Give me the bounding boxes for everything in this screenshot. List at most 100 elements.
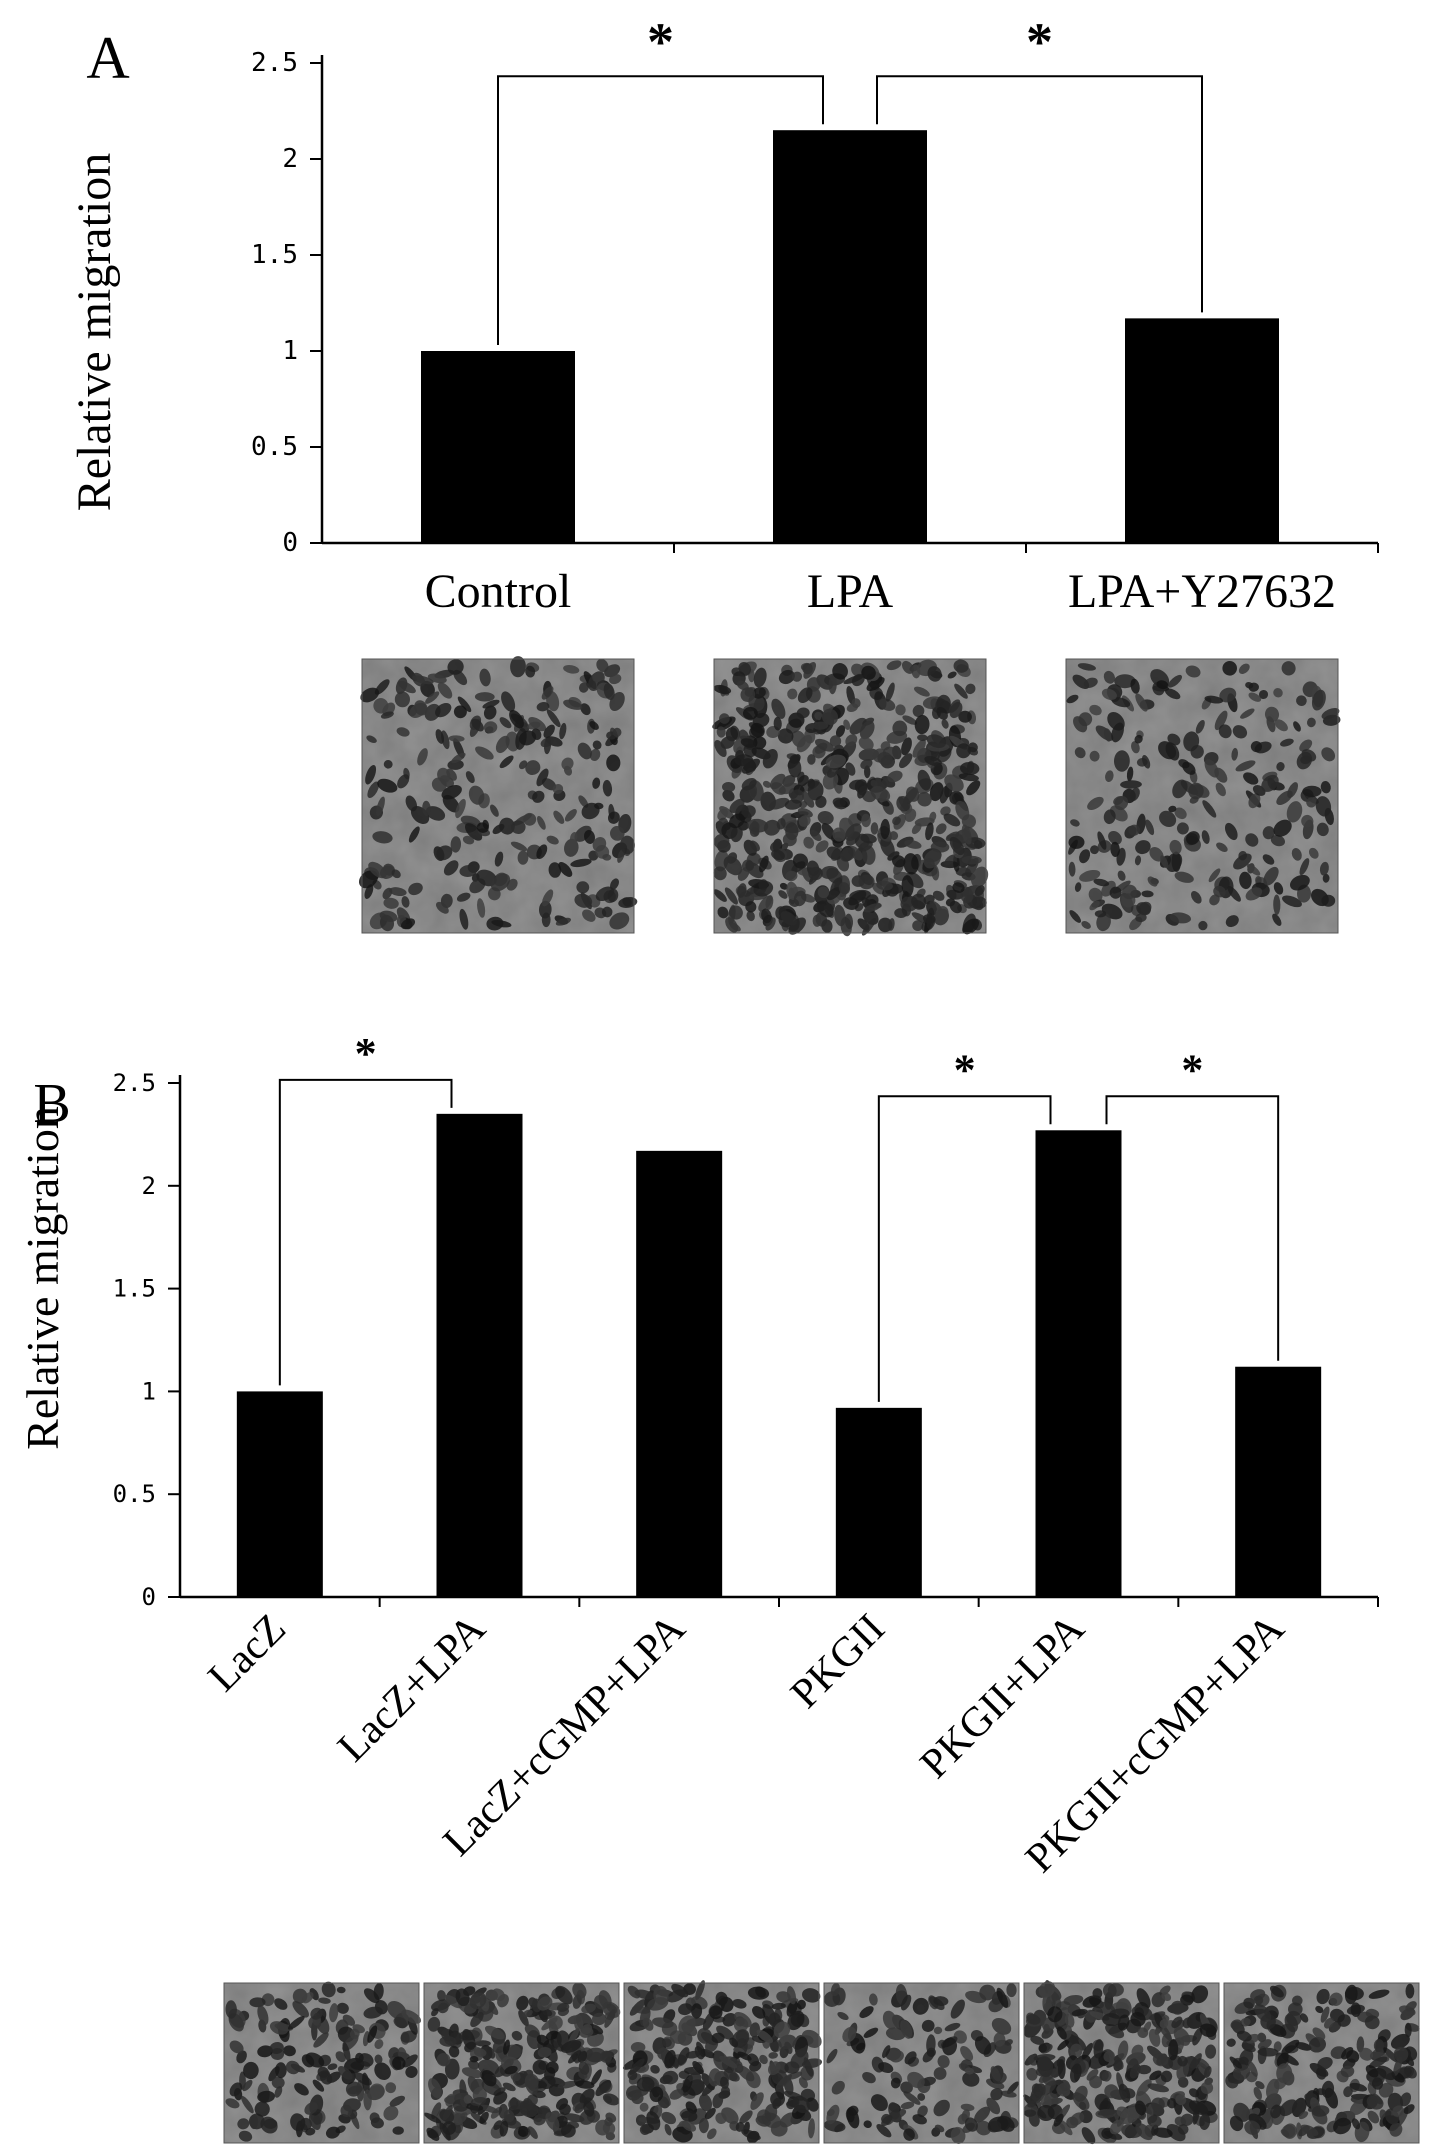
cell	[949, 836, 965, 856]
cell	[929, 811, 937, 822]
cell	[1151, 2124, 1159, 2136]
cell	[974, 2036, 992, 2055]
cell	[785, 870, 798, 882]
cell	[1142, 755, 1151, 769]
panel-b-significance: * * *	[278, 1029, 1280, 1402]
cell	[1248, 692, 1262, 702]
micrograph-pkgii-cgmp-lpa	[1223, 1982, 1420, 2144]
cell	[392, 2056, 406, 2070]
cell	[425, 691, 440, 704]
cell	[243, 2061, 259, 2080]
cell	[318, 1997, 331, 2004]
cell	[939, 785, 950, 804]
cell	[1350, 2002, 1361, 2017]
cell	[483, 721, 498, 734]
cell	[926, 907, 935, 930]
cell	[1027, 2091, 1043, 2104]
cell	[961, 855, 982, 865]
cell	[1219, 687, 1237, 703]
cell	[290, 2113, 306, 2132]
cell	[327, 2063, 338, 2071]
cell	[392, 2126, 404, 2135]
cell	[599, 2082, 612, 2094]
cell	[1169, 912, 1192, 924]
cell	[241, 2095, 254, 2114]
bracket-line	[877, 1095, 1052, 1402]
cell	[257, 2090, 275, 2103]
cell	[911, 664, 921, 679]
cell	[960, 2046, 974, 2061]
cell	[1134, 734, 1143, 744]
cell	[591, 2069, 602, 2086]
cell	[1367, 2110, 1380, 2124]
cell	[1182, 2017, 1193, 2029]
cell	[1321, 2080, 1335, 2099]
cell	[885, 2027, 906, 2041]
cell	[770, 841, 781, 852]
cell	[817, 900, 834, 918]
cell	[1175, 2094, 1187, 2106]
cell	[1340, 2065, 1355, 2078]
cell	[678, 2003, 693, 2016]
cell	[857, 782, 868, 799]
cell	[1056, 2026, 1067, 2040]
cell	[662, 2070, 679, 2085]
cell	[557, 2080, 579, 2089]
cell	[890, 2077, 901, 2089]
cell	[820, 865, 839, 880]
cell	[926, 2034, 936, 2055]
cell	[1262, 826, 1275, 840]
cell	[1079, 869, 1101, 882]
cell	[340, 2104, 353, 2117]
cell	[1316, 1988, 1330, 2005]
cell	[771, 698, 786, 719]
cell	[577, 742, 592, 760]
cell	[1094, 2093, 1111, 2112]
cell	[536, 702, 550, 712]
cell	[481, 2070, 497, 2087]
cell	[1064, 2013, 1075, 2028]
cell	[1253, 2086, 1262, 2100]
cell	[685, 2050, 701, 2059]
cell	[745, 860, 755, 871]
cell	[1315, 2005, 1324, 2014]
panel-a: A Relative migration 00.511.522.5 * * Con…	[68, 12, 1379, 937]
cell	[695, 1980, 705, 2001]
cell	[762, 748, 778, 769]
cell	[713, 684, 732, 695]
cell	[1284, 2013, 1299, 2033]
cell	[911, 823, 922, 835]
cell	[682, 2074, 693, 2093]
cell	[900, 2019, 913, 2039]
cell	[461, 2067, 483, 2079]
cell	[285, 2060, 300, 2075]
cell	[1053, 2113, 1064, 2127]
cell	[283, 2045, 296, 2057]
cell	[1329, 1992, 1343, 2007]
cell	[1138, 901, 1152, 915]
cell	[493, 2091, 508, 2105]
cell	[275, 2062, 287, 2079]
cell	[578, 2061, 590, 2075]
cell	[540, 737, 554, 748]
cell	[1218, 724, 1232, 739]
cell	[813, 721, 829, 730]
cell	[363, 1988, 380, 2004]
cell	[903, 2091, 921, 2105]
cell	[1288, 2002, 1303, 2016]
bar-control	[421, 351, 575, 543]
cell	[443, 860, 459, 876]
cell	[1280, 738, 1294, 747]
cell	[935, 905, 949, 922]
cell	[229, 2040, 244, 2054]
cell	[917, 734, 928, 742]
cell	[546, 835, 559, 845]
cell	[358, 870, 379, 889]
cell	[1071, 2008, 1088, 2016]
cell	[377, 778, 398, 793]
cell	[829, 735, 842, 747]
cell	[991, 2017, 1012, 2035]
cell	[1322, 873, 1330, 883]
cell	[1270, 834, 1286, 847]
cell	[1188, 2053, 1202, 2072]
